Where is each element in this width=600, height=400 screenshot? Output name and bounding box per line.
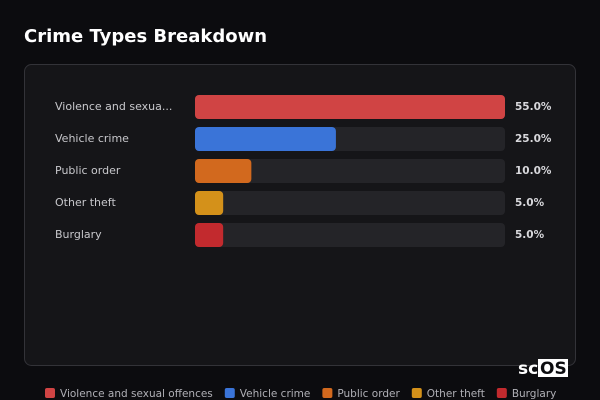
bar [195,191,224,215]
value-label: 55.0% [515,101,552,113]
category-label: Public order [55,164,121,177]
legend-swatch [496,388,507,398]
value-label: 5.0% [515,197,545,209]
legend-swatch [411,388,422,398]
bar-track [195,191,505,215]
watermark: sc [518,359,538,379]
chart-title: Crime Types Breakdown [24,26,267,47]
bar [195,95,505,119]
watermark-box [538,359,568,377]
bar [195,223,224,247]
value-label: 25.0% [515,133,552,145]
category-label: Vehicle crime [55,132,129,145]
category-label: Other theft [55,196,116,209]
bar-track [195,159,505,183]
legend-label: Vehicle crime [240,388,311,400]
legend-label: Other theft [427,388,485,400]
legend-label: Violence and sexual offences [60,388,213,400]
value-label: 10.0% [515,165,552,177]
legend-label: Burglary [512,388,557,400]
legend-label: Public order [337,388,400,400]
legend-swatch [322,388,333,398]
watermark: OS [540,359,567,379]
bar [195,127,336,151]
category-label: Burglary [55,228,102,241]
legend-swatch [224,388,235,398]
legend-swatch [45,388,55,398]
value-label: 5.0% [515,229,545,241]
bar [195,159,252,183]
bar-track [195,223,505,247]
category-label: Violence and sexua... [55,100,172,113]
